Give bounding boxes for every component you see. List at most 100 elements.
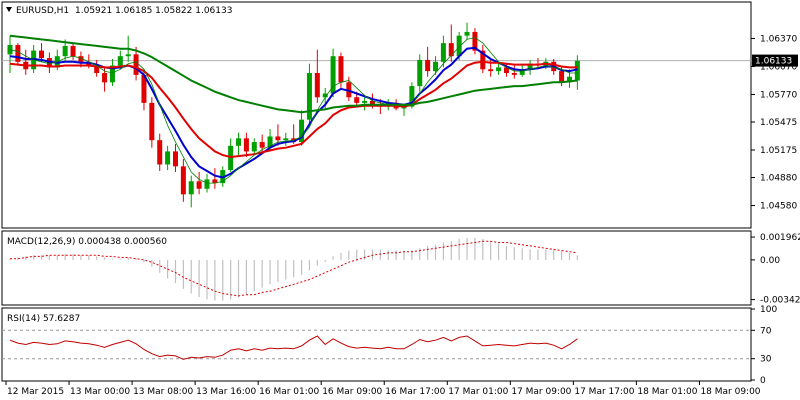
candle-body (180, 166, 186, 195)
candle-body (322, 93, 328, 98)
candle-body (125, 54, 131, 57)
x-tick-label: 18 Mar 01:00 (637, 387, 697, 397)
rsi-line (9, 335, 578, 360)
candle-body (456, 35, 462, 57)
candle-body (141, 74, 147, 103)
candle-body (275, 136, 281, 141)
price-y-tick-label: 1.06070 (760, 62, 797, 72)
candle-body (259, 142, 265, 148)
price-y-tick-label: 1.04580 (760, 202, 797, 212)
candle-body (480, 50, 486, 70)
triangle-down-icon[interactable] (6, 7, 12, 12)
candle-body (172, 151, 178, 167)
macd-plot (9, 237, 578, 301)
ohlc-values: 1.05921 1.06185 1.05822 1.06133 (75, 6, 232, 16)
candle-body (267, 136, 273, 148)
candle-body (62, 45, 68, 57)
candle-body (70, 45, 76, 57)
rsi-panel-frame (1, 307, 752, 382)
candle-body (306, 73, 312, 120)
candle-body (299, 119, 305, 143)
candle-body (117, 56, 123, 66)
candle-body (472, 31, 478, 51)
candle-body (496, 67, 502, 72)
candle-body (448, 43, 454, 57)
candle-body (338, 56, 344, 83)
candle-body (314, 73, 320, 98)
candle-body (165, 151, 171, 165)
rsi-title: RSI(14) 57.6287 (7, 314, 80, 324)
candle-body (362, 101, 368, 103)
candle-body (330, 56, 336, 94)
candle-body (527, 63, 533, 70)
candle-body (109, 65, 115, 83)
candle-body (369, 101, 375, 105)
candle-body (433, 61, 439, 72)
symbol-label: EURUSD,H1 (16, 6, 69, 16)
current-price-label: 1.06133 (755, 57, 792, 67)
candle-body (440, 43, 446, 62)
rsi-y-tick-label: 30 (760, 355, 772, 365)
macd-y-tick-label: 0.00 (760, 256, 780, 266)
candle-body (102, 73, 108, 83)
candle-body (243, 138, 249, 152)
candle-body (133, 54, 139, 75)
x-tick-label: 18 Mar 09:00 (700, 387, 760, 397)
price-y-tick-label: 1.06370 (760, 34, 797, 44)
price-panel-frame (1, 1, 752, 229)
macd-panel-frame (1, 230, 752, 306)
candle-body (149, 102, 155, 141)
price-plot (2, 22, 751, 208)
candle-body (94, 65, 100, 73)
candle-body (15, 45, 21, 62)
candle-body (204, 179, 210, 189)
price-y-tick-label: 1.05475 (760, 118, 797, 128)
price-y-tick-label: 1.04880 (760, 174, 797, 184)
macd-y-tick-label: 0.001962 (760, 233, 800, 243)
candle-body (464, 31, 470, 36)
ma-thin-line (9, 37, 578, 184)
rsi-y-tick-label: 0 (760, 376, 766, 386)
candle-body (566, 76, 572, 83)
candle-body (425, 59, 431, 72)
price-y-tick-label: 1.05770 (760, 90, 797, 100)
candle-body (511, 73, 517, 75)
x-tick-label: 17 Mar 09:00 (511, 387, 571, 397)
x-tick-label: 17 Mar 01:00 (448, 387, 508, 397)
x-tick-label: 13 Mar 00:00 (70, 387, 130, 397)
candle-body (212, 179, 218, 184)
candle-body (417, 59, 423, 87)
rsi-y-tick-label: 70 (760, 326, 772, 336)
x-tick-label: 13 Mar 08:00 (133, 387, 193, 397)
candle-body (39, 50, 45, 59)
candle-body (188, 181, 194, 195)
ma-slow-line (9, 34, 578, 114)
rsi-plot (2, 329, 751, 360)
candle-body (78, 56, 84, 62)
candle-body (559, 71, 565, 83)
macd-signal-line (10, 240, 578, 297)
candle-body (157, 140, 163, 165)
candle-body (7, 45, 13, 55)
candle-body (574, 60, 580, 81)
x-tick-label: 17 Mar 17:00 (574, 387, 634, 397)
candle-body (196, 181, 202, 189)
candle-body (283, 138, 289, 141)
candle-body (409, 86, 415, 107)
price-y-tick-label: 1.05175 (760, 146, 797, 156)
axes: 1.06370 1.06070 1.05770 1.05475 1.05175 1.048… (5, 34, 800, 397)
x-tick-label: 16 Mar 01:00 (259, 387, 319, 397)
candle-body (488, 69, 494, 72)
candle-body (236, 138, 242, 146)
candle-body (519, 69, 525, 75)
x-tick-label: 16 Mar 17:00 (385, 387, 445, 397)
candle-body (354, 97, 360, 103)
x-tick-label: 12 Mar 2015 (7, 387, 64, 397)
macd-title: MACD(12,26,9) 0.000438 0.000560 (7, 237, 167, 247)
x-tick-label: 13 Mar 16:00 (196, 387, 256, 397)
current-price-tag (752, 54, 798, 67)
rsi-y-tick-label: 100 (760, 305, 777, 315)
x-tick-label: 16 Mar 09:00 (322, 387, 382, 397)
